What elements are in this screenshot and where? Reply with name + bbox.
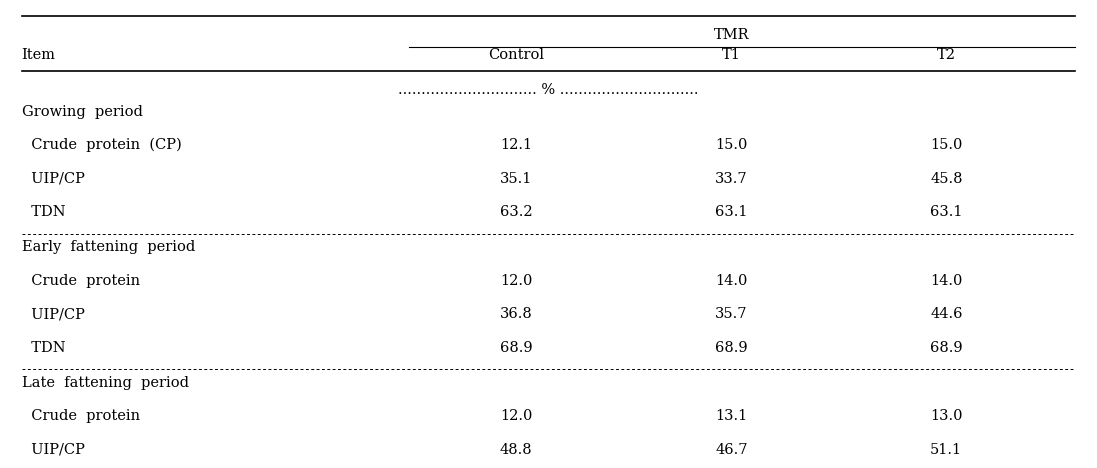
Text: 68.9: 68.9 (500, 341, 532, 355)
Text: 63.1: 63.1 (715, 205, 747, 219)
Text: Early  fattening  period: Early fattening period (22, 240, 195, 254)
Text: Crude  protein: Crude protein (22, 274, 139, 288)
Text: Late  fattening  period: Late fattening period (22, 376, 189, 390)
Text: 35.7: 35.7 (715, 307, 747, 321)
Text: UIP/CP: UIP/CP (22, 172, 84, 185)
Text: Crude  protein  (CP): Crude protein (CP) (22, 138, 181, 152)
Text: 12.1: 12.1 (500, 138, 532, 152)
Text: 63.2: 63.2 (500, 205, 532, 219)
Text: .............................. % ..............................: .............................. % .......… (398, 83, 699, 97)
Text: TDN: TDN (22, 205, 66, 219)
Text: 15.0: 15.0 (930, 138, 962, 152)
Text: Item: Item (22, 48, 56, 62)
Text: 12.0: 12.0 (500, 274, 532, 288)
Text: T1: T1 (722, 48, 740, 62)
Text: 14.0: 14.0 (715, 274, 747, 288)
Text: 48.8: 48.8 (500, 443, 532, 457)
Text: 12.0: 12.0 (500, 409, 532, 423)
Text: UIP/CP: UIP/CP (22, 307, 84, 321)
Text: Crude  protein: Crude protein (22, 409, 139, 423)
Text: TDN: TDN (22, 341, 66, 355)
Text: TMR: TMR (713, 28, 749, 42)
Text: 33.7: 33.7 (715, 172, 747, 185)
Text: 14.0: 14.0 (930, 274, 962, 288)
Text: 68.9: 68.9 (715, 341, 747, 355)
Text: 68.9: 68.9 (930, 341, 962, 355)
Text: 13.0: 13.0 (930, 409, 962, 423)
Text: 46.7: 46.7 (715, 443, 747, 457)
Text: 15.0: 15.0 (715, 138, 747, 152)
Text: 45.8: 45.8 (930, 172, 962, 185)
Text: 13.1: 13.1 (715, 409, 747, 423)
Text: Growing  period: Growing period (22, 104, 143, 118)
Text: 51.1: 51.1 (930, 443, 962, 457)
Text: 63.1: 63.1 (930, 205, 962, 219)
Text: 35.1: 35.1 (500, 172, 532, 185)
Text: 44.6: 44.6 (930, 307, 962, 321)
Text: UIP/CP: UIP/CP (22, 443, 84, 457)
Text: 36.8: 36.8 (500, 307, 533, 321)
Text: Control: Control (488, 48, 544, 62)
Text: T2: T2 (937, 48, 955, 62)
